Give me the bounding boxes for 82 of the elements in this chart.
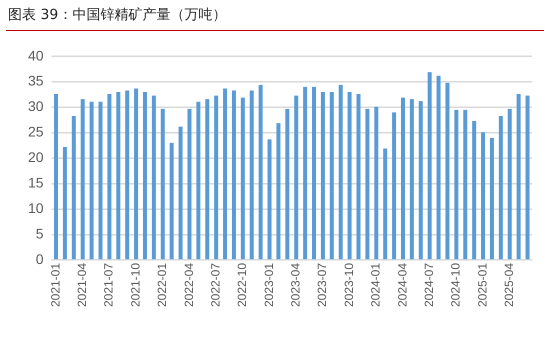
bar — [116, 92, 120, 260]
bar — [170, 142, 174, 260]
x-tick-label: 2023-01 — [262, 262, 276, 308]
bar — [312, 86, 316, 260]
x-tick-label: 2022-07 — [208, 262, 222, 308]
bar — [276, 123, 280, 260]
x-tick-label: 2023-07 — [315, 262, 330, 308]
x-tick-label: 2024-07 — [422, 262, 436, 308]
bar — [365, 108, 370, 260]
x-tick-label: 2024-01 — [368, 262, 383, 308]
bar — [526, 96, 530, 260]
bar — [330, 92, 334, 260]
x-tick-label: 2022-04 — [182, 262, 196, 308]
bar — [107, 94, 112, 260]
bar — [160, 108, 165, 260]
y-tick-label: 35 — [28, 72, 44, 89]
bar — [516, 94, 521, 260]
x-tick-label: 2021-10 — [128, 262, 142, 308]
x-tick-label: 2024-04 — [395, 262, 410, 308]
bar — [498, 116, 503, 260]
y-tick-label: 25 — [28, 124, 44, 140]
bar — [285, 108, 290, 260]
y-tick-label: 10 — [28, 200, 44, 216]
bar — [142, 92, 147, 260]
bar — [125, 90, 130, 260]
bar — [436, 76, 441, 260]
bar — [223, 88, 228, 260]
bar — [428, 72, 432, 260]
x-tick-label: 2022-10 — [235, 262, 250, 308]
bar — [508, 108, 512, 260]
bar — [152, 96, 156, 260]
bar — [294, 96, 298, 260]
bar — [54, 94, 58, 260]
y-tick-label: 20 — [28, 149, 44, 166]
bar — [472, 121, 476, 260]
bar — [418, 101, 423, 260]
x-tick-label: 2022-01 — [155, 262, 170, 308]
y-tick-label: 5 — [36, 225, 44, 242]
bar — [250, 90, 254, 260]
bar — [205, 99, 210, 260]
y-tick-label: 40 — [28, 47, 44, 64]
bar — [463, 110, 468, 260]
bar — [187, 108, 192, 260]
x-tick-label: 2023-10 — [342, 262, 356, 308]
bar — [134, 88, 138, 260]
bar — [383, 148, 388, 260]
bar — [445, 82, 450, 260]
x-tick-label: 2024-10 — [448, 262, 463, 308]
y-tick-label: 15 — [28, 174, 44, 190]
bar — [72, 116, 76, 260]
bar — [454, 110, 458, 260]
x-tick-label: 2021-01 — [48, 262, 62, 308]
bar — [348, 92, 352, 260]
bar — [338, 84, 343, 260]
bar — [481, 132, 486, 260]
bar — [232, 90, 236, 260]
bar — [214, 96, 218, 260]
y-tick-label: 0 — [36, 250, 44, 267]
bar — [356, 94, 360, 260]
bar — [196, 102, 200, 260]
bar — [320, 92, 325, 260]
bar — [178, 126, 183, 260]
x-tick-label: 2021-04 — [75, 262, 90, 308]
bar — [98, 102, 103, 260]
bar — [490, 138, 494, 260]
bar — [410, 99, 414, 260]
bar — [268, 139, 272, 260]
bar — [90, 102, 94, 260]
x-tick-label: 2025-01 — [475, 262, 490, 308]
x-tick-label: 2025-04 — [502, 262, 516, 308]
x-tick-label: 2023-04 — [288, 262, 303, 308]
bar — [80, 99, 85, 260]
bar — [258, 84, 263, 260]
chart-title: 图表 39：中国锌精矿产量（万吨） — [8, 6, 226, 24]
bar — [400, 98, 405, 260]
bar — [392, 112, 396, 260]
bar — [62, 146, 67, 260]
bar — [240, 98, 245, 260]
bar — [374, 106, 378, 260]
bar — [303, 86, 308, 260]
y-tick-label: 30 — [28, 98, 44, 114]
x-tick-label: 2021-07 — [102, 262, 116, 308]
